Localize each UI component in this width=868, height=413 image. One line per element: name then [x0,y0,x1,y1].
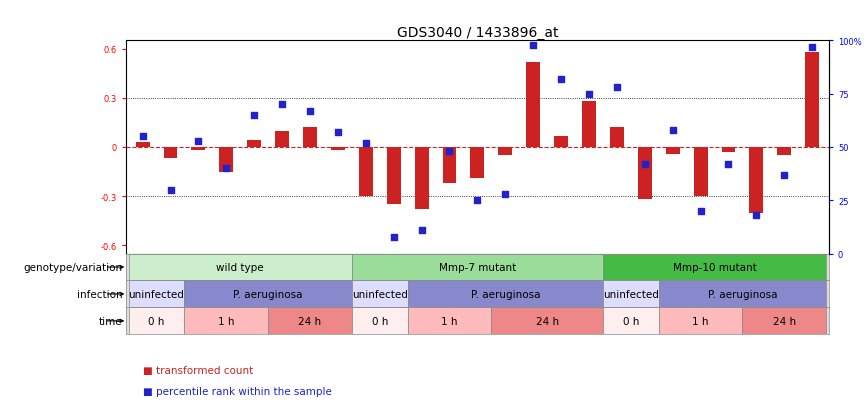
Bar [408,308,491,335]
Text: P. aeruginosa: P. aeruginosa [233,289,303,299]
Text: wild type: wild type [216,262,264,272]
Bar [443,147,457,184]
Text: time: time [99,316,122,326]
Text: 1 h: 1 h [693,316,709,326]
Bar [268,308,352,335]
Point [220,166,233,172]
Bar [806,53,819,147]
Point [358,140,372,147]
Bar [184,281,352,308]
Bar [352,308,408,335]
Point [192,138,206,145]
Title: GDS3040 / 1433896_at: GDS3040 / 1433896_at [397,26,558,40]
Text: infection: infection [76,289,122,299]
Point [498,191,512,198]
Text: 0 h: 0 h [148,316,165,326]
Bar [778,147,792,156]
Point [526,42,540,49]
Text: 1 h: 1 h [218,316,234,326]
Text: Mmp-10 mutant: Mmp-10 mutant [673,262,756,272]
Text: 1 h: 1 h [441,316,457,326]
Text: Mmp-7 mutant: Mmp-7 mutant [439,262,516,272]
Bar [470,147,484,179]
Bar [331,147,345,151]
Point [806,44,819,51]
Bar [220,147,233,172]
Bar [128,254,352,281]
Point [303,108,317,115]
Point [582,91,596,98]
Text: genotype/variation: genotype/variation [23,262,122,272]
Point [778,172,792,178]
Bar [603,281,659,308]
Point [135,134,149,140]
Point [415,227,429,234]
Bar [415,147,429,210]
Point [470,197,484,204]
Point [275,102,289,108]
Point [247,112,261,119]
Bar [498,147,512,156]
Bar [610,128,624,147]
Point [749,212,763,219]
Bar [358,147,372,197]
Text: 0 h: 0 h [622,316,639,326]
Bar [128,308,184,335]
Bar [603,308,659,335]
Text: ■ transformed count: ■ transformed count [143,365,253,375]
Text: uninfected: uninfected [352,289,408,299]
Bar [491,308,603,335]
Bar [526,62,540,147]
Point [638,161,652,168]
Text: ■ percentile rank within the sample: ■ percentile rank within the sample [143,386,332,396]
Bar [275,131,289,147]
Bar [192,147,206,151]
Text: 0 h: 0 h [372,316,388,326]
Bar [659,281,826,308]
Bar [666,147,680,154]
Bar [694,147,707,197]
Point [331,129,345,136]
Point [443,149,457,155]
Bar [352,254,603,281]
Text: 24 h: 24 h [773,316,796,326]
Bar [721,147,735,152]
Bar [128,281,184,308]
Point [387,234,401,240]
Bar [749,147,763,213]
Point [163,187,177,193]
Bar [603,254,826,281]
Text: uninfected: uninfected [128,289,185,299]
Bar [408,281,603,308]
Text: uninfected: uninfected [603,289,659,299]
Bar [638,147,652,200]
Point [721,161,735,168]
Text: 24 h: 24 h [536,316,559,326]
Bar [303,128,317,147]
Bar [554,136,568,147]
Bar [247,141,261,147]
Bar [135,143,149,147]
Text: P. aeruginosa: P. aeruginosa [707,289,777,299]
Bar [742,308,826,335]
Bar [659,308,742,335]
Bar [163,147,177,159]
Text: P. aeruginosa: P. aeruginosa [470,289,540,299]
Bar [582,102,596,147]
Point [554,76,568,83]
Point [666,127,680,134]
Point [694,208,707,215]
Text: 24 h: 24 h [299,316,321,326]
Point [610,85,624,91]
Bar [184,308,268,335]
Bar [352,281,408,308]
Bar [387,147,401,205]
